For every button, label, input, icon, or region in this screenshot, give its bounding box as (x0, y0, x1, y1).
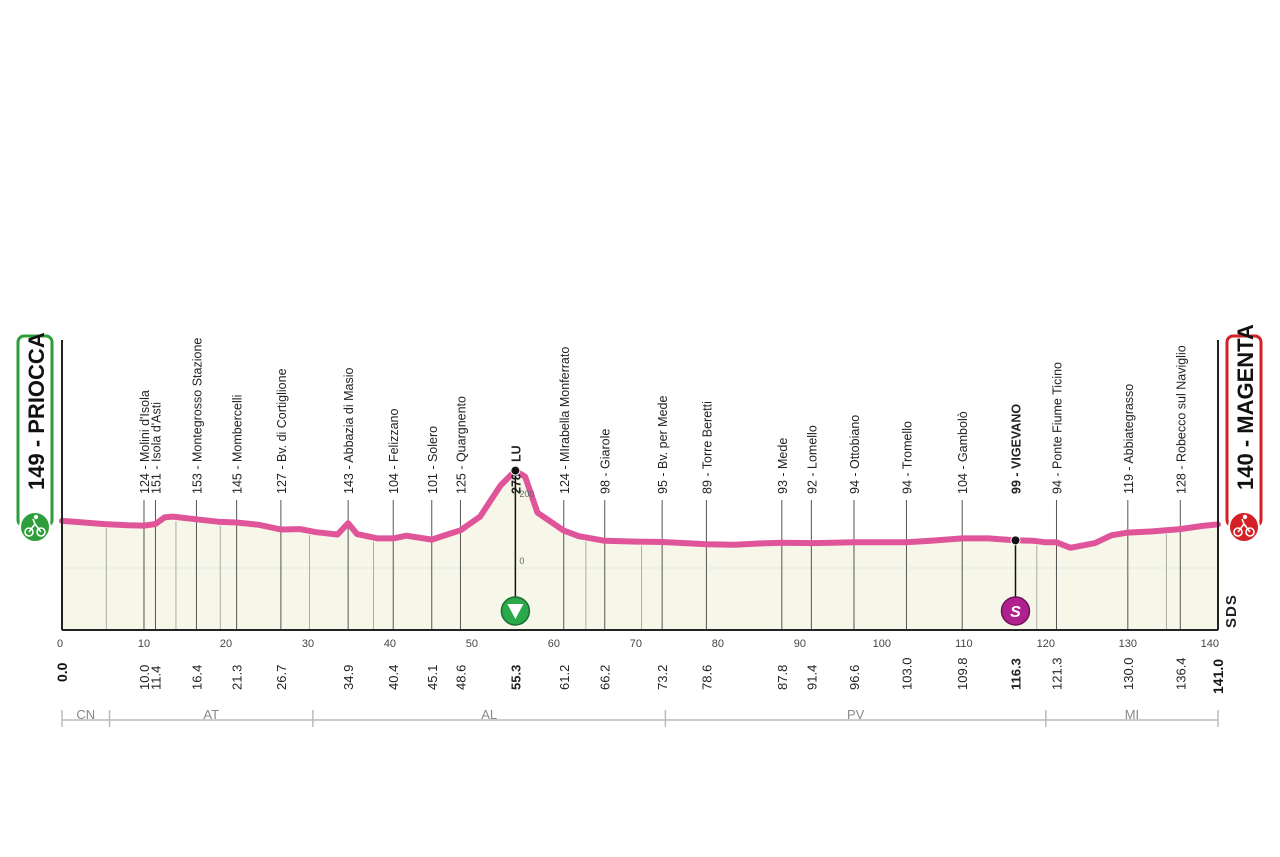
waypoint-label: 99 - VIGEVANO (1009, 404, 1023, 494)
start-km-label: 0.0 (54, 662, 70, 682)
waypoint-label: 94 - Ponte Fiume Ticino (1050, 362, 1064, 494)
waypoint-label: 98 - Giarole (599, 429, 613, 494)
waypoint-label: 89 - Torre Beretti (700, 401, 714, 494)
waypoint-km-label: 121.3 (1049, 657, 1064, 690)
waypoint-label: 94 - Ottobiano (848, 415, 862, 494)
x-tick-label: 20 (220, 638, 232, 650)
finish-km-label: 141.0 (1210, 659, 1226, 694)
waypoint-label: 101 - Solero (426, 426, 440, 494)
start-label: 149 - PRIOCCA (24, 332, 49, 490)
province-label: AT (203, 707, 219, 722)
waypoint-label: 151 - Isola d'Asti (149, 402, 163, 494)
sprint-letter: S (1010, 604, 1021, 621)
waypoint-label: 124 - MIrabella Monferrato (558, 347, 572, 494)
waypoint-km-label: 78.6 (699, 665, 714, 690)
waypoint-label: 143 - Abbazia di Masio (342, 367, 356, 494)
finish-wheel-icon (1245, 527, 1255, 537)
sprint-marker-icon (1000, 596, 1031, 626)
waypoint-km-label: 130.0 (1121, 657, 1136, 690)
waypoint-km-label: 116.3 (1008, 658, 1023, 690)
waypoint-km-label: 66.2 (598, 665, 613, 690)
x-tick-label: 0 (57, 638, 63, 650)
x-tick-label: 60 (548, 638, 560, 650)
x-tick-label: 90 (794, 638, 806, 650)
waypoint-km-label: 136.4 (1173, 657, 1188, 690)
waypoint-label: 104 - Gambolò (956, 411, 970, 494)
x-tick-label: 10 (138, 638, 150, 650)
waypoint-label: 92 - Lomello (805, 425, 819, 494)
waypoint-km-label: 48.6 (453, 665, 468, 690)
waypoint-km-label: 73.2 (655, 665, 670, 690)
elevation-tick-label: 200 (519, 489, 534, 499)
waypoint-km-label: 87.8 (775, 665, 790, 690)
marker-dot (1010, 535, 1021, 546)
waypoint-km-label: 55.3 (508, 665, 523, 690)
waypoint-km-label: 16.4 (189, 665, 204, 690)
waypoint-label: 128 - Robecco sul Naviglio (1174, 345, 1188, 494)
finish-cyclist-icon (1228, 511, 1260, 543)
waypoint-label: 93 - Mede (776, 438, 790, 494)
waypoint-km-label: 61.2 (557, 665, 572, 690)
start-cyclist-icon (19, 511, 51, 543)
waypoint-km-label: 45.1 (425, 665, 440, 690)
x-tick-label: 130 (1119, 638, 1137, 650)
waypoint-label: 95 - Bv. per Mede (656, 396, 670, 494)
finish-rider-icon (1242, 514, 1248, 520)
waypoint-label: 125 - Quargnento (454, 396, 468, 494)
finish-wheel-icon (1233, 527, 1243, 537)
waypoint-label: 153 - Montegrosso Stazione (190, 338, 204, 494)
x-tick-label: 40 (384, 638, 396, 650)
waypoint-km-label: 26.7 (274, 665, 289, 690)
x-tick-label: 120 (1037, 638, 1055, 650)
waypoint-km-label: 34.9 (341, 665, 356, 690)
waypoint-km-label: 40.4 (386, 665, 401, 690)
x-tick-label: 80 (712, 638, 724, 650)
waypoint-km-label: 109.8 (955, 657, 970, 690)
waypoint-label: 94 - Tromello (900, 421, 914, 494)
start-wheel-icon (36, 527, 46, 537)
waypoint-km-label: 21.3 (230, 665, 245, 690)
waypoint-km-label: 91.4 (804, 665, 819, 690)
profile-fill (62, 470, 1218, 630)
x-tick-label: 30 (302, 638, 314, 650)
province-label: PV (847, 707, 865, 722)
province-label: AL (481, 707, 497, 722)
province-label: CN (76, 707, 95, 722)
start-frame-icon (28, 518, 42, 533)
finish-frame-icon (1237, 518, 1251, 533)
x-tick-label: 140 (1201, 638, 1219, 650)
waypoint-km-label: 10.0 (137, 665, 152, 690)
brand-logo: SDS (1223, 594, 1240, 628)
waypoint-label: 145 - Mombercelli (231, 395, 245, 494)
waypoint-km-label: 11.4 (148, 666, 163, 690)
profile-line (59, 467, 1221, 551)
waypoint-km-label: 96.6 (847, 665, 862, 690)
climb-triangle-icon (507, 604, 524, 619)
marker-dot (510, 465, 521, 476)
waypoint-label: 119 - Abbiategrasso (1122, 384, 1136, 494)
waypoint-label: 127 - Bv. di Cortiglione (275, 368, 289, 494)
waypoint-label: 124 - Molini d'Isola (138, 390, 152, 494)
start-wheel-icon (24, 527, 34, 537)
x-tick-label: 110 (955, 638, 973, 650)
x-tick-label: 50 (466, 638, 478, 650)
waypoint-label: 104 - Felizzano (387, 408, 401, 494)
x-tick-label: 100 (873, 638, 891, 650)
elevation-tick-label: 0 (519, 556, 524, 566)
province-label: MI (1125, 707, 1139, 722)
x-tick-label: 70 (630, 638, 642, 650)
waypoint-km-label: 103.0 (899, 657, 914, 690)
finish-label: 140 - MAGENTA (1233, 324, 1258, 490)
start-rider-icon (33, 514, 39, 520)
